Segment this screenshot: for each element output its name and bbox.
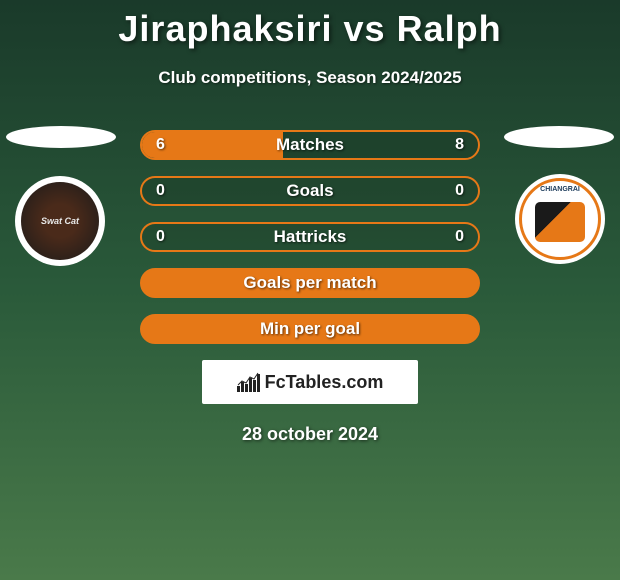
bar-chart-icon xyxy=(237,372,261,392)
swatcat-logo: Swat Cat xyxy=(21,182,99,260)
stat-right-value: 8 xyxy=(455,136,464,154)
stat-left-value: 6 xyxy=(156,136,165,154)
stat-left-value: 0 xyxy=(156,228,165,246)
stat-row-hattricks: 0 Hattricks 0 xyxy=(140,222,480,252)
stat-row-matches: 6 Matches 8 xyxy=(140,130,480,160)
stat-label: Goals xyxy=(286,181,333,201)
stat-right-value: 0 xyxy=(455,182,464,200)
stat-row-min-per-goal: Min per goal xyxy=(140,314,480,344)
stat-label: Goals per match xyxy=(243,273,376,293)
team-badge-right-circle: CHIANGRAI xyxy=(515,174,605,264)
stat-left-value: 0 xyxy=(156,182,165,200)
player-left-ellipse xyxy=(6,126,116,148)
team-badge-right: CHIANGRAI xyxy=(510,174,610,264)
stat-label: Hattricks xyxy=(274,227,347,247)
chiangrai-logo-text: CHIANGRAI xyxy=(522,186,598,193)
brand-text: FcTables.com xyxy=(265,372,384,393)
swatcat-logo-text: Swat Cat xyxy=(41,216,79,226)
stats-container: 6 Matches 8 0 Goals 0 0 Hattricks 0 Goal… xyxy=(140,130,480,344)
stat-label: Min per goal xyxy=(260,319,360,339)
page-title: Jiraphaksiri vs Ralph xyxy=(0,0,620,50)
brand-box[interactable]: FcTables.com xyxy=(202,360,418,404)
chiangrai-logo: CHIANGRAI xyxy=(519,178,601,260)
stat-right-value: 0 xyxy=(455,228,464,246)
team-badge-left-circle: Swat Cat xyxy=(15,176,105,266)
stat-row-goals: 0 Goals 0 xyxy=(140,176,480,206)
chiangrai-logo-shape xyxy=(535,202,585,242)
stat-row-goals-per-match: Goals per match xyxy=(140,268,480,298)
date-text: 28 october 2024 xyxy=(0,424,620,445)
team-badge-left: Swat Cat xyxy=(10,176,110,266)
stat-label: Matches xyxy=(276,135,344,155)
player-right-ellipse xyxy=(504,126,614,148)
page-subtitle: Club competitions, Season 2024/2025 xyxy=(0,68,620,88)
